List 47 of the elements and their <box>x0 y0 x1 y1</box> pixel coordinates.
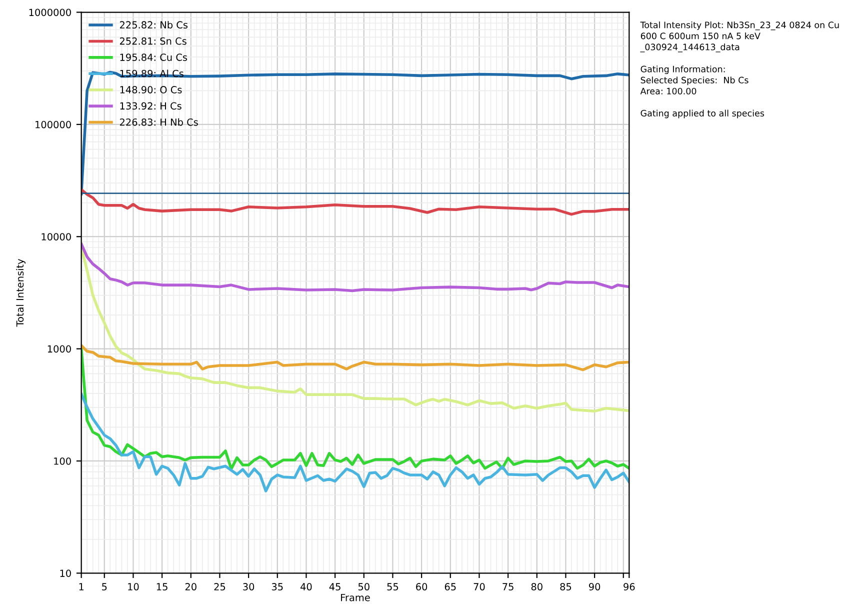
x-tick-label: 20 <box>185 583 196 590</box>
x-axis-title: Frame <box>341 594 370 602</box>
legend-label: 252.81: Sn Cs <box>120 37 186 45</box>
y-tick-label: 1000000 <box>29 8 71 16</box>
legend-label: 133.92: H Cs <box>120 102 182 110</box>
x-tick-label: 65 <box>444 583 456 590</box>
x-tick-label: 96 <box>624 583 635 590</box>
line-series <box>81 188 630 216</box>
x-tick-label: 40 <box>300 583 312 590</box>
x-tick-label: 60 <box>416 583 428 590</box>
text: _030924_144613_data <box>640 44 740 52</box>
x-tick-label: 85 <box>560 583 572 590</box>
x-tick-label: 75 <box>502 583 514 590</box>
text: 600 C 600um 150 nA 5 keV <box>640 32 760 40</box>
legend-label: 148.90: O Cs <box>120 86 182 94</box>
text: Gating applied to all species <box>640 110 764 118</box>
y-tick-label: 1000 <box>48 345 71 353</box>
legend-label: 226.83: H Nb Cs <box>120 118 198 126</box>
x-tick-label: 5 <box>102 583 107 590</box>
line-series <box>81 347 630 470</box>
y-tick-label: 100000 <box>36 120 71 128</box>
x-tick-label: 1 <box>79 583 84 590</box>
x-tick-label: 15 <box>156 583 168 590</box>
x-tick-label: 55 <box>387 583 398 590</box>
text: Total Intensity Plot: Nb3Sn_23_24 0824 on Cu <box>640 21 839 30</box>
y-tick-label: 10 <box>60 570 71 577</box>
x-tick-label: 45 <box>329 583 340 590</box>
x-tick-label: 80 <box>531 583 542 590</box>
x-tick-label: 10 <box>128 583 139 590</box>
line-series <box>81 70 630 196</box>
x-tick-label: 70 <box>474 583 485 590</box>
y-axis-title: Total Intensity <box>16 258 26 327</box>
text: Gating Information: <box>640 66 725 74</box>
y-tick-label: 10000 <box>42 233 71 240</box>
x-tick-label: 90 <box>588 583 600 590</box>
y-tick-label: 100 <box>54 457 71 465</box>
line-series <box>81 242 630 292</box>
x-tick-label: 35 <box>272 583 283 590</box>
text: Selected Species: Nb Cs <box>640 76 748 86</box>
line-series <box>81 392 630 492</box>
x-tick-label: 25 <box>214 583 226 590</box>
line-series <box>81 344 630 372</box>
text: Area: 100.00 <box>640 88 696 94</box>
x-tick-label: 30 <box>243 583 254 590</box>
x-tick-label: 50 <box>358 583 370 590</box>
legend-label: 195.84: Cu Cs <box>120 54 188 61</box>
legend-label: 225.82: Nb Cs <box>120 21 188 29</box>
